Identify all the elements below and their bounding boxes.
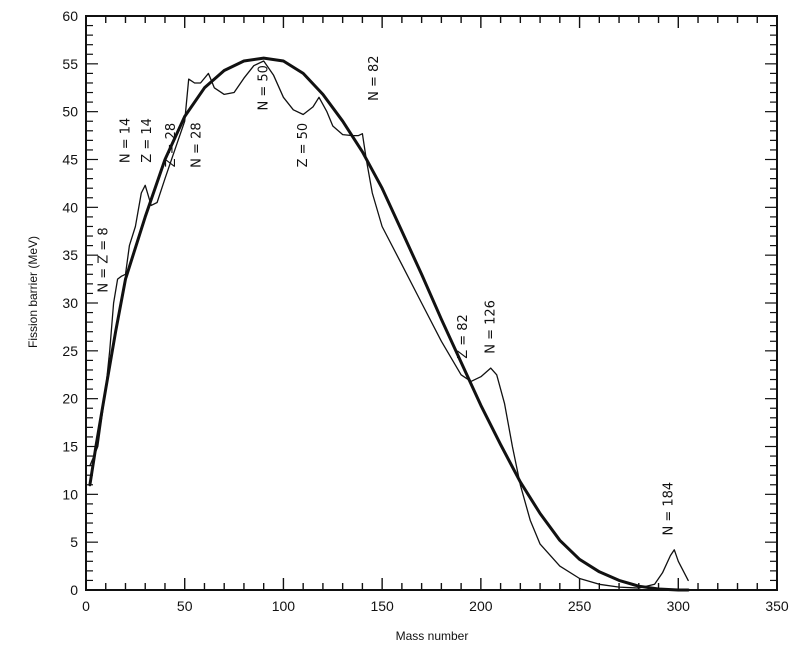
x-tick-label: 100 [272, 598, 296, 614]
y-tick-label: 20 [62, 391, 78, 407]
x-tick-label: 50 [177, 598, 193, 614]
x-tick-label: 150 [370, 598, 394, 614]
y-tick-label: 0 [70, 582, 78, 598]
series-layer [88, 56, 690, 592]
magic-number-annotation: N = 50 [257, 65, 272, 110]
x-tick-label: 200 [469, 598, 493, 614]
shell-corrected-barrier-line [89, 60, 689, 589]
y-tick-label: 15 [62, 439, 78, 455]
y-tick-label: 5 [70, 534, 78, 550]
magic-number-annotation: N = Z = 8 [97, 227, 112, 292]
y-tick-label: 55 [62, 56, 78, 72]
magic-number-annotation: N = 184 [661, 482, 676, 536]
y-tick-label: 45 [62, 152, 78, 168]
x-axis-label: Mass number [396, 629, 469, 643]
magic-number-annotation: Z = 14 [140, 118, 155, 163]
magic-number-annotation: N = 28 [190, 122, 205, 167]
magic-number-annotation: N = 82 [367, 55, 382, 100]
y-tick-label: 10 [62, 486, 78, 502]
y-axis-label: Fission barrier (MeV) [26, 236, 40, 348]
x-tick-label: 350 [765, 598, 789, 614]
magic-number-annotation: Z = 82 [456, 314, 471, 359]
annotation-layer: N = Z = 8 N = 14 Z = 14 Z = 28 N = 28 N = 50 Z… [97, 55, 677, 535]
magic-number-annotation: Z = 28 [164, 123, 179, 168]
y-tick-label: 30 [62, 295, 78, 311]
x-tick-label: 0 [82, 598, 90, 614]
y-tick-label: 25 [62, 343, 78, 359]
magic-number-annotation: N = 14 [118, 118, 133, 163]
y-tick-label: 35 [62, 247, 78, 263]
magic-number-annotation: N = 126 [484, 300, 499, 354]
y-axis-ticks: 0 5 10 15 20 25 30 35 40 45 50 55 60 [62, 8, 777, 598]
x-tick-label: 250 [568, 598, 592, 614]
liquid-drop-barrier-line [88, 56, 690, 592]
magic-number-annotation: Z = 50 [296, 123, 311, 168]
x-axis-ticks: 0 50 100 150 200 250 300 350 [82, 16, 789, 614]
y-tick-label: 40 [62, 199, 78, 215]
y-tick-label: 50 [62, 104, 78, 120]
x-tick-label: 300 [667, 598, 691, 614]
y-tick-label: 60 [62, 8, 78, 24]
